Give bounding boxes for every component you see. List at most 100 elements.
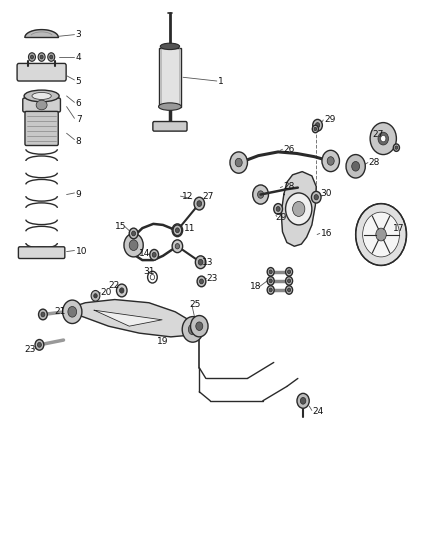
Text: 22: 22 bbox=[109, 281, 120, 290]
Ellipse shape bbox=[120, 288, 124, 293]
Ellipse shape bbox=[31, 55, 34, 59]
Circle shape bbox=[267, 268, 274, 276]
Text: 15: 15 bbox=[115, 222, 126, 231]
Circle shape bbox=[175, 228, 180, 233]
Circle shape bbox=[293, 201, 305, 216]
Ellipse shape bbox=[94, 294, 97, 298]
Ellipse shape bbox=[91, 290, 100, 301]
Circle shape bbox=[352, 161, 360, 171]
Circle shape bbox=[194, 197, 205, 210]
Circle shape bbox=[258, 191, 264, 198]
Text: 13: 13 bbox=[202, 258, 214, 266]
Circle shape bbox=[182, 317, 203, 342]
Circle shape bbox=[68, 306, 77, 317]
Circle shape bbox=[287, 270, 291, 274]
Circle shape bbox=[356, 204, 406, 265]
Circle shape bbox=[63, 300, 82, 324]
Circle shape bbox=[230, 152, 247, 173]
Circle shape bbox=[188, 324, 197, 335]
Circle shape bbox=[235, 158, 242, 167]
Circle shape bbox=[173, 225, 182, 236]
Ellipse shape bbox=[32, 93, 51, 100]
Circle shape bbox=[172, 240, 183, 253]
Ellipse shape bbox=[159, 103, 181, 110]
Circle shape bbox=[191, 316, 208, 337]
Circle shape bbox=[37, 342, 41, 348]
Circle shape bbox=[376, 228, 386, 241]
Circle shape bbox=[35, 340, 44, 350]
Text: 1: 1 bbox=[218, 77, 224, 85]
Circle shape bbox=[197, 276, 206, 287]
Circle shape bbox=[327, 157, 334, 165]
Circle shape bbox=[322, 150, 339, 172]
Text: 4: 4 bbox=[76, 53, 81, 61]
Circle shape bbox=[269, 288, 272, 292]
Text: 7: 7 bbox=[76, 116, 81, 124]
Text: 19: 19 bbox=[157, 337, 168, 345]
Ellipse shape bbox=[49, 55, 53, 59]
Ellipse shape bbox=[38, 53, 45, 61]
Circle shape bbox=[274, 204, 283, 214]
Polygon shape bbox=[281, 172, 316, 246]
Circle shape bbox=[378, 132, 389, 145]
FancyBboxPatch shape bbox=[17, 63, 66, 81]
Text: 11: 11 bbox=[184, 224, 195, 232]
Text: 20: 20 bbox=[100, 288, 111, 296]
Polygon shape bbox=[94, 310, 162, 326]
Text: 28: 28 bbox=[284, 182, 295, 191]
Circle shape bbox=[150, 249, 159, 260]
Circle shape bbox=[197, 201, 201, 206]
Text: 17: 17 bbox=[393, 224, 405, 232]
Text: 14: 14 bbox=[139, 249, 151, 258]
Ellipse shape bbox=[40, 55, 43, 59]
Text: 23: 23 bbox=[207, 274, 218, 282]
Circle shape bbox=[314, 195, 318, 200]
Circle shape bbox=[172, 224, 183, 237]
Circle shape bbox=[370, 123, 396, 155]
Circle shape bbox=[175, 228, 180, 233]
Circle shape bbox=[313, 119, 322, 131]
Text: 18: 18 bbox=[250, 282, 261, 291]
Circle shape bbox=[152, 253, 156, 257]
Text: 29: 29 bbox=[275, 213, 286, 222]
Circle shape bbox=[253, 185, 268, 204]
Circle shape bbox=[297, 393, 309, 408]
Circle shape bbox=[312, 125, 318, 133]
Text: 23: 23 bbox=[24, 345, 35, 353]
Circle shape bbox=[267, 277, 274, 285]
Circle shape bbox=[287, 288, 291, 292]
FancyBboxPatch shape bbox=[159, 48, 181, 107]
Text: 30: 30 bbox=[321, 189, 332, 198]
Text: 27: 27 bbox=[202, 192, 214, 200]
Circle shape bbox=[198, 260, 203, 265]
Circle shape bbox=[175, 244, 180, 249]
Polygon shape bbox=[66, 300, 199, 337]
Circle shape bbox=[393, 144, 399, 151]
Circle shape bbox=[286, 277, 293, 285]
Text: 5: 5 bbox=[76, 77, 81, 85]
Text: 12: 12 bbox=[182, 192, 193, 200]
Circle shape bbox=[195, 256, 206, 269]
Text: 31: 31 bbox=[144, 268, 155, 276]
Circle shape bbox=[269, 270, 272, 274]
Ellipse shape bbox=[117, 284, 127, 297]
Text: 9: 9 bbox=[76, 190, 81, 199]
Text: 10: 10 bbox=[76, 247, 87, 256]
Ellipse shape bbox=[28, 53, 35, 61]
Ellipse shape bbox=[48, 53, 55, 61]
Circle shape bbox=[188, 324, 197, 335]
FancyBboxPatch shape bbox=[18, 247, 65, 259]
Circle shape bbox=[287, 279, 291, 283]
Text: 21: 21 bbox=[55, 308, 66, 316]
Text: 25: 25 bbox=[189, 301, 201, 309]
Circle shape bbox=[269, 279, 272, 283]
Circle shape bbox=[395, 146, 398, 149]
Circle shape bbox=[314, 127, 317, 131]
Circle shape bbox=[381, 135, 386, 142]
Circle shape bbox=[196, 322, 203, 330]
Circle shape bbox=[129, 228, 138, 239]
Text: 6: 6 bbox=[76, 100, 81, 108]
Text: 27: 27 bbox=[372, 130, 384, 139]
Circle shape bbox=[363, 212, 399, 257]
Circle shape bbox=[311, 191, 321, 203]
